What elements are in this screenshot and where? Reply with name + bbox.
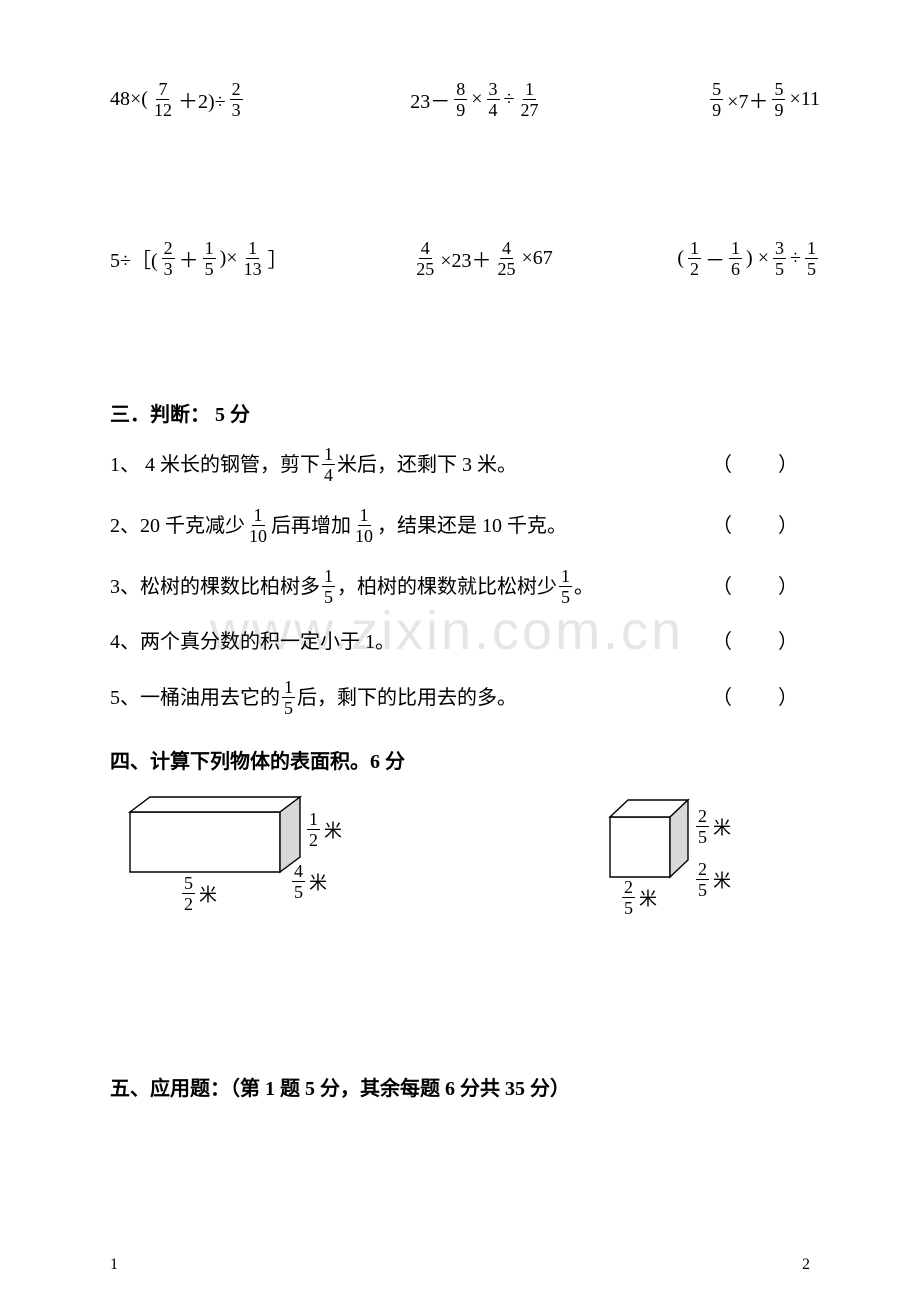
text: 2、20 千克减少 <box>110 512 245 540</box>
text: ) × <box>746 247 769 270</box>
text: 后，剩下的比用去的多。 <box>297 684 517 712</box>
fraction: 89 <box>454 80 467 119</box>
fraction: 712 <box>152 80 174 119</box>
text: ×11 <box>789 88 820 111</box>
question-3-3: 3、松树的棵数比柏树多 15 ，柏树的棵数就比松树少 15 。 （ ） <box>110 567 820 606</box>
fraction: 15 <box>559 567 572 606</box>
fraction: 425 <box>495 239 517 278</box>
text: 48×( <box>110 88 148 111</box>
fraction: 425 <box>414 239 436 278</box>
expr-2-3: ( 12 － 16 ) × 35 ÷ 15 <box>677 239 820 278</box>
text: )× <box>220 247 238 270</box>
fraction: 15 <box>322 567 335 606</box>
cube-figure: 25 米 25 米 25 米 <box>600 792 750 902</box>
fraction: 45 <box>292 862 305 901</box>
unit: 米 <box>324 817 342 843</box>
answer-paren: （ ） <box>712 684 820 712</box>
section4-title: 四、计算下列物体的表面积。6 分 <box>110 745 820 774</box>
solids-row: 12 米 45 米 52 米 25 米 25 <box>110 792 820 902</box>
fraction: 12 <box>688 239 701 278</box>
fraction: 113 <box>242 239 264 278</box>
text: 5、一桶油用去它的 <box>110 684 280 712</box>
fraction: 34 <box>487 80 500 119</box>
page-footer: 1 2 <box>110 1256 810 1274</box>
text: 3、松树的棵数比柏树多 <box>110 573 320 601</box>
question-3-1: 1、 4 米长的钢管，剪下 14 米后，还剩下 3 米。 （ ） <box>110 445 820 484</box>
text: 23－ <box>410 85 450 114</box>
text: ( <box>677 247 684 270</box>
fraction: 110 <box>247 506 269 545</box>
cuboid-figure: 12 米 45 米 52 米 <box>110 792 340 902</box>
expr-1-3: 59 ×7＋ 59 ×11 <box>708 80 820 119</box>
expr-1-1: 48×( 712 ＋2)÷ 23 <box>110 80 245 119</box>
text: ×67 <box>521 247 552 270</box>
fraction: 15 <box>282 678 295 717</box>
text: ，柏树的棵数就比松树少 <box>337 573 557 601</box>
equation-row-2: 5÷［( 23 ＋ 15 )× 113 ］ 425 ×23＋ 425 ×67 (… <box>110 239 820 278</box>
fraction: 52 <box>182 874 195 913</box>
fraction: 12 <box>307 810 320 849</box>
fraction: 14 <box>322 445 335 484</box>
text: ］ <box>268 244 288 273</box>
text: × <box>471 88 482 111</box>
expr-1-2: 23－ 89 × 34 ÷ 127 <box>410 80 542 119</box>
text: － <box>705 244 725 273</box>
fraction: 15 <box>203 239 216 278</box>
text: ÷ <box>790 247 801 270</box>
text: ＋2)÷ <box>178 85 226 114</box>
text: 米后，还剩下 3 米。 <box>337 451 517 479</box>
question-3-4: 4、两个真分数的积一定小于 1。 （ ） <box>110 628 820 656</box>
fraction: 35 <box>773 239 786 278</box>
expr-2-2: 425 ×23＋ 425 ×67 <box>412 239 553 278</box>
section5-title: 五、应用题：（第 1 题 5 分，其余每题 6 分共 35 分） <box>110 1072 820 1101</box>
section3-title: 三．判断： 5 分 <box>110 398 820 427</box>
fraction: 23 <box>230 80 243 119</box>
answer-paren: （ ） <box>712 628 820 656</box>
fraction: 25 <box>622 878 635 917</box>
question-3-2: 2、20 千克减少 110 后再增加 110 ，结果还是 10 千克。 （ ） <box>110 506 820 545</box>
fraction: 127 <box>519 80 541 119</box>
page-number-left: 1 <box>110 1256 118 1274</box>
text: 后再增加 <box>271 512 351 540</box>
unit: 米 <box>199 881 217 907</box>
text: 1、 4 米长的钢管，剪下 <box>110 451 320 479</box>
answer-paren: （ ） <box>712 573 820 601</box>
text: ÷ <box>504 88 515 111</box>
unit: 米 <box>713 867 731 893</box>
unit: 米 <box>639 885 657 911</box>
expr-2-1: 5÷［( 23 ＋ 15 )× 113 ］ <box>110 239 288 278</box>
equation-row-1: 48×( 712 ＋2)÷ 23 23－ 89 × 34 ÷ 127 59 ×7… <box>110 80 820 119</box>
answer-paren: （ ） <box>712 512 820 540</box>
text: 。 <box>574 573 594 601</box>
text: ，结果还是 10 千克。 <box>377 512 567 540</box>
unit: 米 <box>309 869 327 895</box>
fraction: 15 <box>805 239 818 278</box>
unit: 米 <box>713 814 731 840</box>
question-3-5: 5、一桶油用去它的 15 后，剩下的比用去的多。 （ ） <box>110 678 820 717</box>
fraction: 25 <box>696 860 709 899</box>
fraction: 25 <box>696 807 709 846</box>
fraction: 59 <box>772 80 785 119</box>
fraction: 110 <box>353 506 375 545</box>
text: ×7＋ <box>727 85 768 114</box>
text: ＋ <box>179 244 199 273</box>
page-number-right: 2 <box>802 1256 810 1274</box>
fraction: 23 <box>162 239 175 278</box>
answer-paren: （ ） <box>712 451 820 479</box>
text: 4、两个真分数的积一定小于 1。 <box>110 628 395 656</box>
fraction: 59 <box>710 80 723 119</box>
text: 5÷［( <box>110 244 158 273</box>
text: ×23＋ <box>440 244 491 273</box>
fraction: 16 <box>729 239 742 278</box>
